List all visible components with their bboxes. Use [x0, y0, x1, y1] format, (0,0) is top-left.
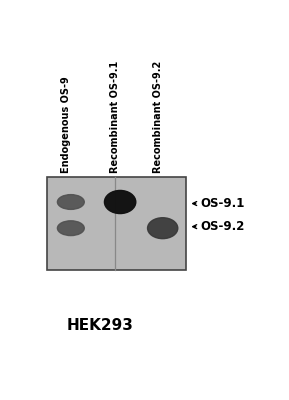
Text: Recombinant OS-9.1: Recombinant OS-9.1 — [110, 60, 120, 173]
Text: Endogenous OS-9: Endogenous OS-9 — [61, 76, 71, 173]
Ellipse shape — [58, 195, 84, 209]
Text: HEK293: HEK293 — [66, 318, 134, 333]
Ellipse shape — [148, 218, 178, 239]
Text: OS-9.1: OS-9.1 — [201, 197, 245, 210]
Bar — [47, 177, 186, 270]
Ellipse shape — [104, 190, 136, 214]
Text: Recombinant OS-9.2: Recombinant OS-9.2 — [153, 60, 163, 173]
Text: OS-9.2: OS-9.2 — [201, 220, 245, 233]
Ellipse shape — [58, 221, 84, 236]
